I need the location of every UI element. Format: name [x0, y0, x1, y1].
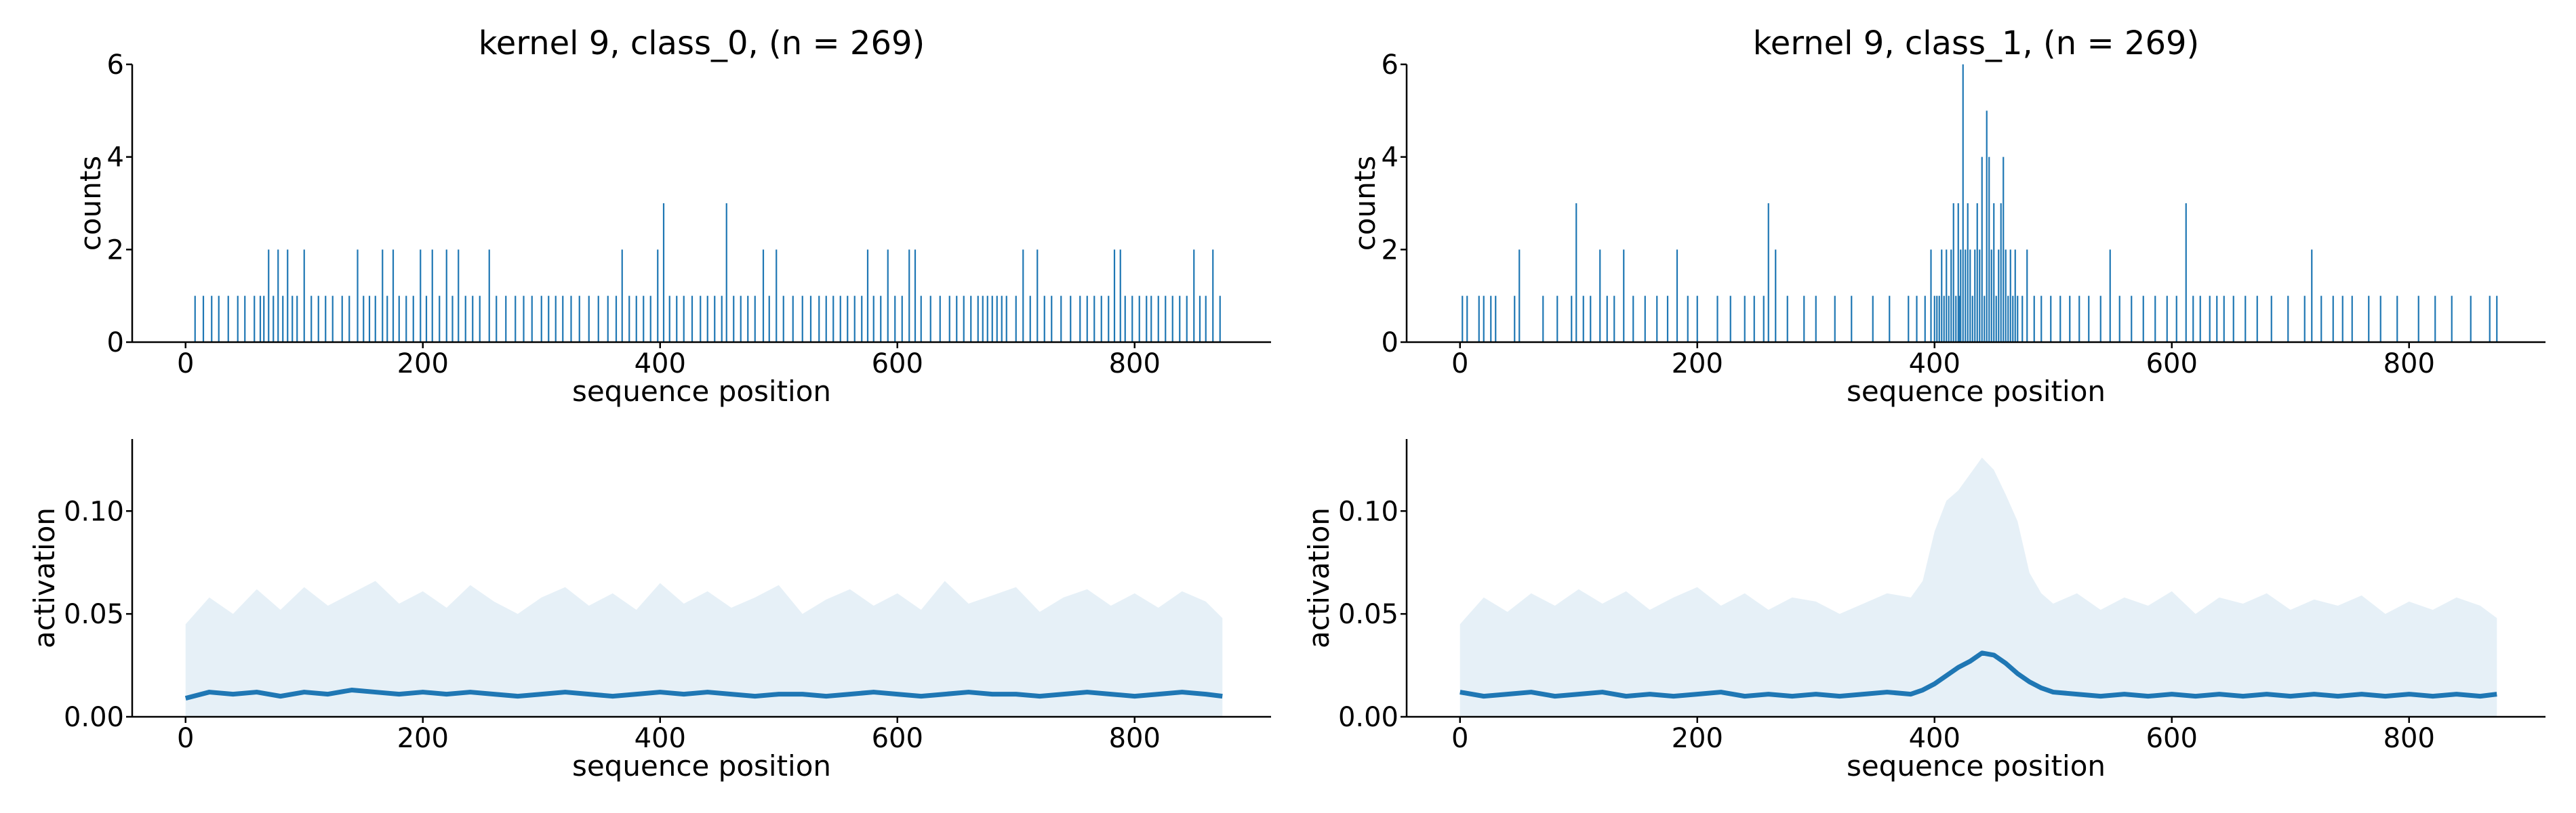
y-tick-label: 0.05	[1338, 599, 1398, 630]
x-tick-label: 200	[397, 348, 449, 379]
x-tick-label: 400	[1909, 348, 1960, 379]
mean-activation-line	[1460, 650, 2497, 699]
x-tick-label: 0	[177, 348, 194, 379]
bar-group	[194, 203, 1221, 342]
x-ticks: 0 200 400 600 800	[177, 717, 1161, 754]
x-tick-label: 400	[635, 348, 686, 379]
x-tick-label: 400	[635, 723, 686, 754]
y-axis-label: activation	[28, 507, 61, 648]
y-tick-label: 0.05	[64, 599, 124, 630]
y-axis-label: activation	[1302, 507, 1335, 648]
mean-activation-line	[184, 688, 1223, 701]
chart-title: kernel 9, class_0, (n = 269)	[479, 24, 925, 62]
x-tick-label: 800	[2383, 723, 2435, 754]
x-axis-label: sequence position	[1847, 375, 2106, 408]
y-tick-label: 0.00	[64, 702, 124, 733]
x-tick-label: 200	[1672, 723, 1723, 754]
activation-series-group	[1460, 457, 2497, 717]
x-tick-label: 800	[2383, 348, 2435, 379]
y-tick-label: 0	[1382, 327, 1398, 358]
y-tick-label: 6	[1382, 49, 1398, 81]
x-ticks: 0 200 400 600 800	[177, 342, 1161, 379]
y-tick-label: 2	[107, 234, 124, 266]
x-tick-label: 400	[1909, 723, 1960, 754]
x-axis-label: sequence position	[572, 749, 831, 783]
chart-title: kernel 9, class_1, (n = 269)	[1753, 24, 2200, 62]
y-tick-label: 4	[107, 142, 124, 173]
x-tick-label: 600	[872, 348, 923, 379]
counts-panel-class-1: kernel 9, class_1, (n = 269) 0 200 400 6…	[1348, 24, 2545, 408]
activation-series-group	[184, 581, 1223, 717]
x-ticks: 0 200 400 600 800	[1451, 717, 2435, 754]
y-tick-label: 6	[107, 49, 124, 81]
x-ticks: 0 200 400 600 800	[1451, 342, 2435, 379]
y-tick-label: 0.10	[64, 496, 124, 527]
y-ticks: 0.00 0.05 0.10	[64, 496, 132, 733]
y-tick-label: 0.00	[1338, 702, 1398, 733]
x-tick-label: 800	[1109, 723, 1161, 754]
x-tick-label: 800	[1109, 348, 1161, 379]
activation-range-band	[185, 581, 1223, 717]
x-axis-label: sequence position	[572, 375, 831, 408]
y-ticks: 0 2 4 6	[107, 49, 132, 358]
y-tick-label: 0.10	[1338, 496, 1398, 527]
y-axis-label: counts	[1348, 156, 1382, 251]
y-ticks: 0.00 0.05 0.10	[1338, 496, 1407, 733]
x-tick-label: 200	[397, 723, 449, 754]
x-tick-label: 600	[872, 723, 923, 754]
x-tick-label: 0	[1451, 348, 1468, 379]
counts-panel-class-0: kernel 9, class_0, (n = 269) 0 200 400 6…	[74, 24, 1271, 408]
y-tick-label: 0	[107, 327, 124, 358]
x-tick-label: 0	[1451, 723, 1468, 754]
y-axis-label: counts	[74, 156, 107, 251]
activation-panel-class-0: 0 200 400 600 800 0.00 0.05 0.10 sequenc…	[28, 439, 1271, 783]
x-tick-label: 0	[177, 723, 194, 754]
y-tick-label: 4	[1382, 142, 1398, 173]
x-tick-label: 600	[2146, 348, 2198, 379]
activation-panel-class-1: 0 200 400 600 800 0.00 0.05 0.10 sequenc…	[1302, 439, 2545, 783]
y-ticks: 0 2 4 6	[1382, 49, 1407, 358]
x-axis-label: sequence position	[1847, 749, 2106, 783]
activation-range-band	[1460, 457, 2497, 717]
bar-group	[1462, 64, 2498, 342]
y-tick-label: 2	[1382, 234, 1398, 266]
x-tick-label: 600	[2146, 723, 2198, 754]
x-tick-label: 200	[1672, 348, 1723, 379]
